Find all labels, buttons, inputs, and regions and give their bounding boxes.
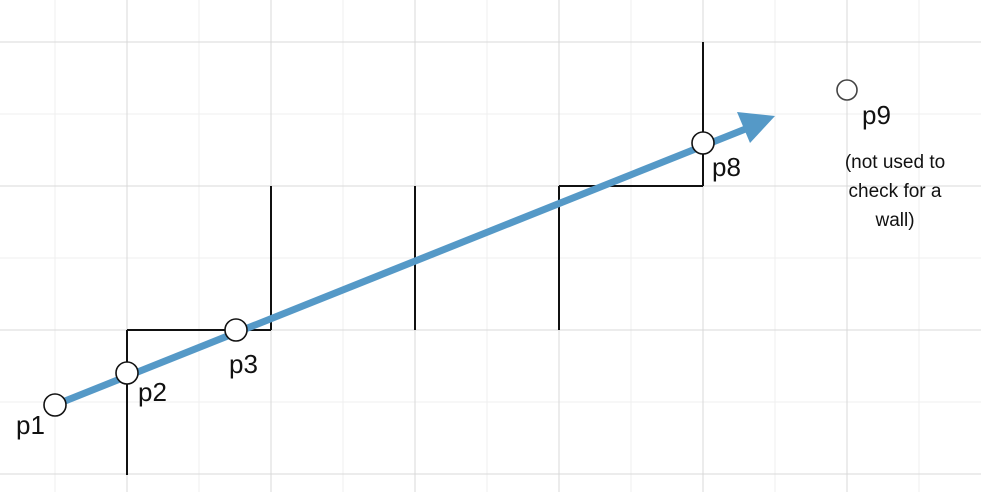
- label-p9: p9: [862, 100, 891, 130]
- label-p2: p2: [138, 377, 167, 407]
- label-p3: p3: [229, 349, 258, 379]
- ray-shaft: [53, 124, 750, 409]
- point-p1-marker: [43, 393, 67, 417]
- label-p8: p8: [712, 152, 741, 182]
- point-p9-marker: [836, 79, 858, 101]
- note-line-1: (not used to: [845, 152, 945, 173]
- label-p1: p1: [16, 410, 45, 440]
- point-p3-marker: [224, 318, 248, 342]
- point-p8-marker: [691, 131, 715, 155]
- note-line-2: check for a: [849, 181, 942, 202]
- ray-arrowhead: [737, 112, 775, 143]
- ray-arrow: [53, 112, 775, 409]
- note-line-3: wall): [874, 210, 914, 231]
- point-p2-marker: [115, 361, 139, 385]
- points: [43, 79, 858, 417]
